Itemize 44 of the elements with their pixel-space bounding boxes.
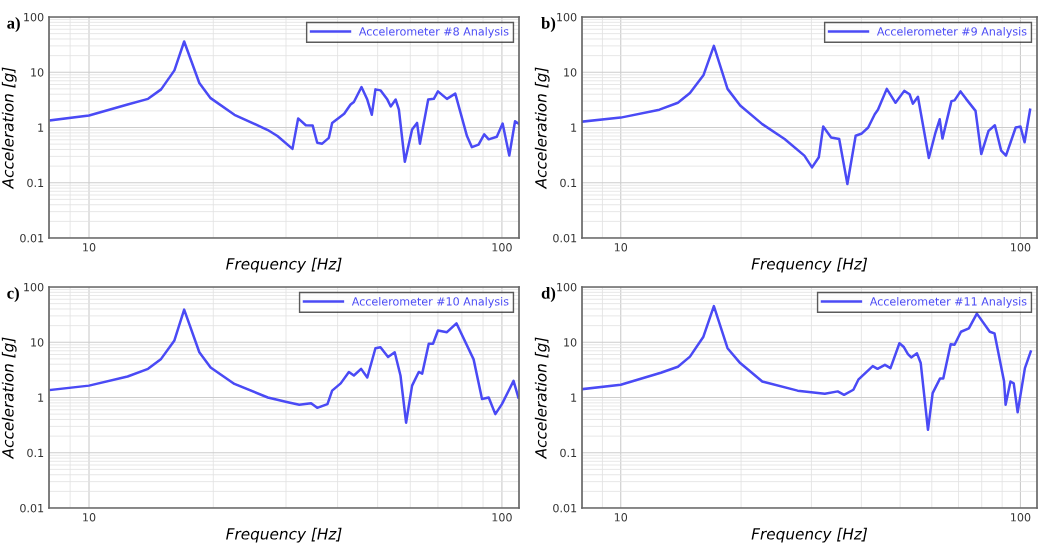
chart-title: a) (7, 17, 20, 33)
legend-label: Accelerometer #10 Analysis (351, 297, 509, 308)
y-tick-label: 0.01 (20, 503, 44, 513)
y-tick-label: 1 (38, 123, 44, 132)
y-tick-label: 0.1 (560, 448, 577, 458)
x-axis-title: Frequency [Hz] (226, 527, 342, 543)
y-tick-label: 0.01 (553, 503, 577, 513)
legend-label: Accelerometer #11 Analysis (869, 297, 1027, 308)
y-tick-label: 0.1 (27, 178, 44, 188)
x-tick-label: 10 (83, 243, 96, 252)
y-axis-title: Acceleration [g] (1, 337, 17, 460)
y-tick-label: 100 (24, 282, 44, 292)
x-tick-label: 100 (1011, 513, 1031, 522)
y-tick-label: 10 (31, 338, 44, 347)
x-tick-label: 100 (1011, 243, 1031, 252)
x-tick-label: 100 (492, 243, 512, 252)
y-tick-label: 0.01 (553, 233, 577, 243)
y-tick-label: 1 (571, 123, 577, 132)
chart-title: c) (7, 287, 19, 303)
chart-title: b) (541, 17, 556, 33)
legend-label: Accelerometer #9 Analysis (876, 27, 1027, 38)
x-tick-label: 10 (83, 513, 96, 522)
x-tick-label: 100 (492, 513, 512, 522)
y-tick-label: 0.1 (27, 448, 44, 458)
y-tick-label: 10 (564, 68, 577, 77)
y-tick-label: 1 (571, 393, 577, 402)
x-tick-label: 10 (614, 243, 628, 252)
y-axis-title: Acceleration [g] (534, 67, 550, 190)
y-tick-label: 1 (38, 393, 44, 402)
y-tick-label: 10 (564, 338, 577, 347)
x-axis-title: Frequency [Hz] (226, 257, 342, 273)
y-tick-label: 100 (557, 12, 577, 22)
y-tick-label: 100 (557, 282, 577, 292)
y-tick-label: 10 (31, 68, 44, 77)
y-tick-label: 0.01 (20, 233, 44, 243)
y-tick-label: 100 (24, 12, 44, 22)
y-axis-title: Acceleration [g] (534, 337, 550, 460)
x-axis-title: Frequency [Hz] (751, 257, 868, 273)
x-tick-label: 10 (614, 513, 628, 522)
x-axis-title: Frequency [Hz] (751, 527, 868, 543)
legend-label: Accelerometer #8 Analysis (358, 27, 509, 38)
y-tick-label: 0.1 (560, 178, 577, 188)
chart-title: d) (541, 287, 556, 303)
y-axis-title: Acceleration [g] (1, 67, 17, 190)
